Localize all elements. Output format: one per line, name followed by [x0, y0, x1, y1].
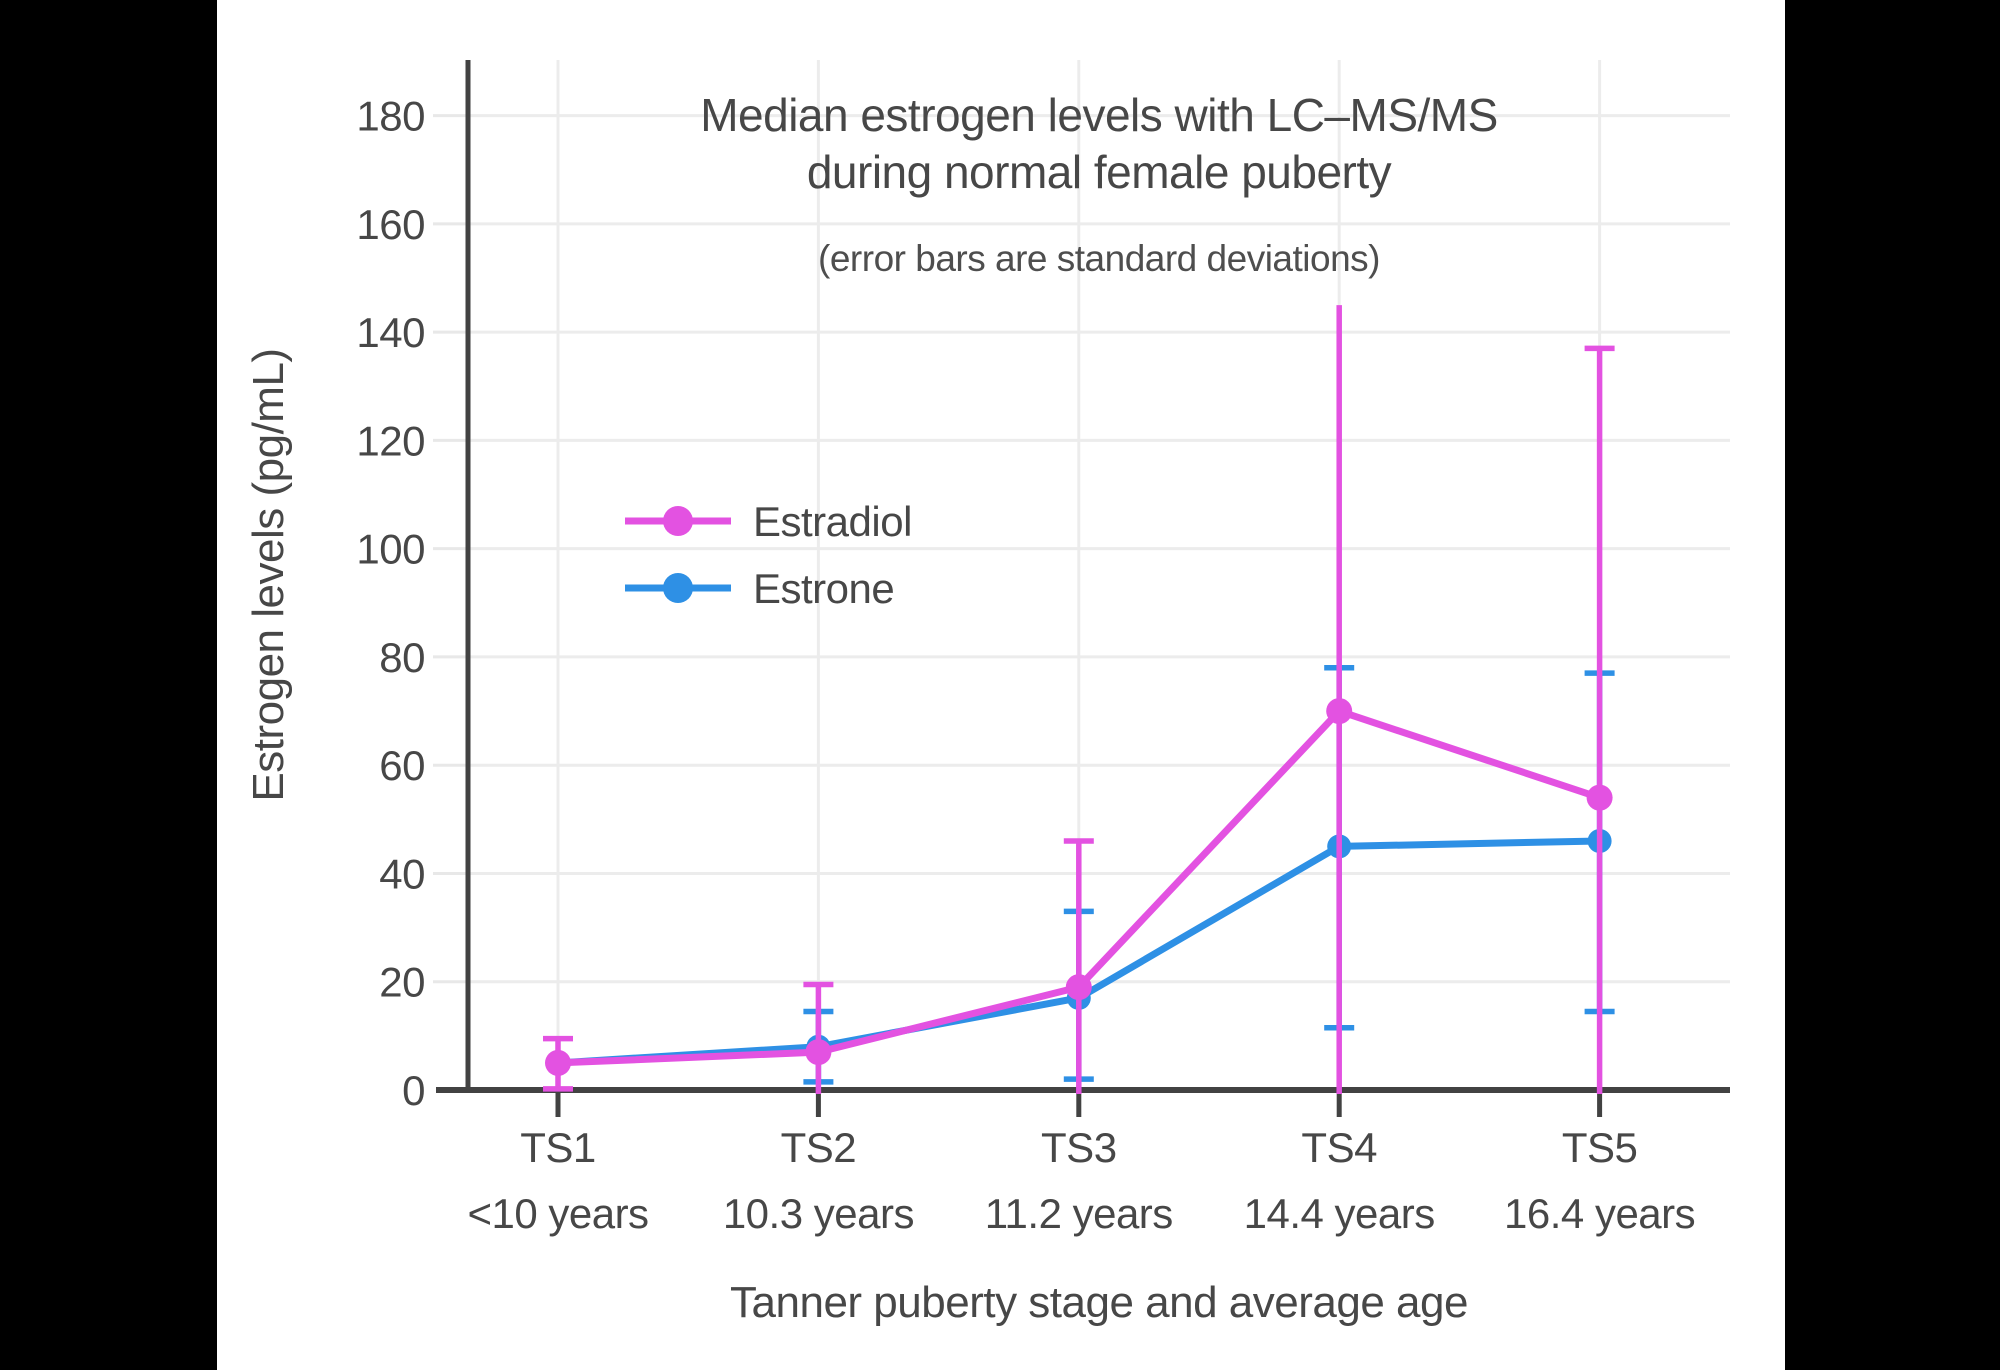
x-tick-label: TS2	[781, 1124, 857, 1171]
y-tick-label: 60	[379, 742, 425, 789]
y-tick-label: 20	[379, 959, 425, 1006]
y-tick-label: 180	[356, 93, 425, 140]
y-tick-label: 140	[356, 309, 425, 356]
chart-title-line1: Median estrogen levels with LC–MS/MS	[700, 89, 1498, 141]
series-layer	[543, 305, 1615, 1094]
legend: Estradiol Estrone	[625, 498, 912, 612]
y-tick-label: 40	[379, 850, 425, 897]
grid-layer	[468, 60, 1730, 1087]
x-tick-age-label: 16.4 years	[1504, 1190, 1695, 1237]
x-tick-label: TS5	[1562, 1124, 1638, 1171]
x-tick-age-label: <10 years	[467, 1190, 648, 1237]
legend-label: Estrone	[753, 565, 894, 612]
y-tick-label: 100	[356, 526, 425, 573]
y-tick-label: 120	[356, 417, 425, 464]
x-tick-age-label: 11.2 years	[985, 1190, 1173, 1237]
legend-item-estrone: Estrone	[625, 565, 895, 612]
y-axis-title: Estrogen levels (pg/mL)	[244, 348, 293, 801]
data-point-marker	[1326, 698, 1353, 725]
series-estradiol	[543, 305, 1615, 1094]
data-point-marker	[1065, 974, 1092, 1001]
legend-swatch-marker	[663, 506, 693, 536]
x-tick-label: TS3	[1041, 1124, 1117, 1171]
x-tick-age-label: 10.3 years	[723, 1190, 914, 1237]
axis-layer: 0 20 40 60 80 100 120 140 160 180 TS1 <10 years TS2 1…	[356, 60, 1730, 1237]
x-tick-age-label: 14.4 years	[1244, 1190, 1435, 1237]
y-tick-label: 80	[379, 634, 425, 681]
legend-swatch-marker	[663, 573, 693, 603]
data-point-marker	[545, 1049, 571, 1076]
data-point-marker	[805, 1039, 832, 1066]
data-point-marker	[1586, 784, 1613, 811]
y-tick-label: 160	[356, 201, 425, 248]
chart-subtitle: (error bars are standard deviations)	[818, 238, 1380, 279]
x-tick-label: TS4	[1301, 1124, 1377, 1171]
label-layer: Median estrogen levels with LC–MS/MS dur…	[244, 89, 1498, 1327]
legend-label: Estradiol	[753, 498, 912, 545]
x-axis-title: Tanner puberty stage and average age	[730, 1278, 1468, 1327]
y-tick-label: 0	[402, 1067, 425, 1114]
x-tick-label: TS1	[520, 1124, 596, 1171]
legend-item-estradiol: Estradiol	[625, 498, 912, 545]
chart-panel	[217, 0, 1785, 1370]
chart-title-line2: during normal female puberty	[807, 146, 1392, 198]
